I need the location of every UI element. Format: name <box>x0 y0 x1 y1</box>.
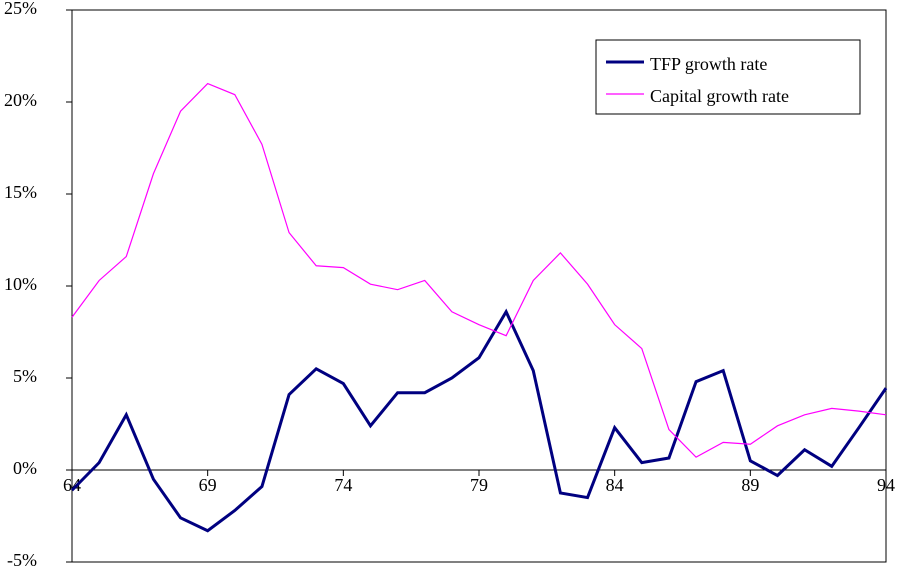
y-tick-label: 20% <box>4 90 37 110</box>
series-line <box>70 308 888 533</box>
x-tick-label: 89 <box>741 475 759 495</box>
x-tick-label: 69 <box>199 475 217 495</box>
x-tick-label: 94 <box>877 475 895 495</box>
series-line <box>71 82 887 458</box>
y-tick-label: 15% <box>4 182 37 202</box>
legend-label: TFP growth rate <box>650 54 767 74</box>
y-tick-label: 10% <box>4 274 37 294</box>
y-tick-label: 0% <box>13 458 37 478</box>
legend-label: Capital growth rate <box>650 86 789 106</box>
y-tick-label: 25% <box>4 0 37 18</box>
y-tick-label: -5% <box>7 550 37 570</box>
x-tick-label: 74 <box>334 475 352 495</box>
x-tick-label: 79 <box>470 475 488 495</box>
x-tick-label: 64 <box>63 475 81 495</box>
legend <box>595 39 861 115</box>
x-tick-label: 84 <box>606 475 624 495</box>
y-tick-label: 5% <box>13 366 37 386</box>
